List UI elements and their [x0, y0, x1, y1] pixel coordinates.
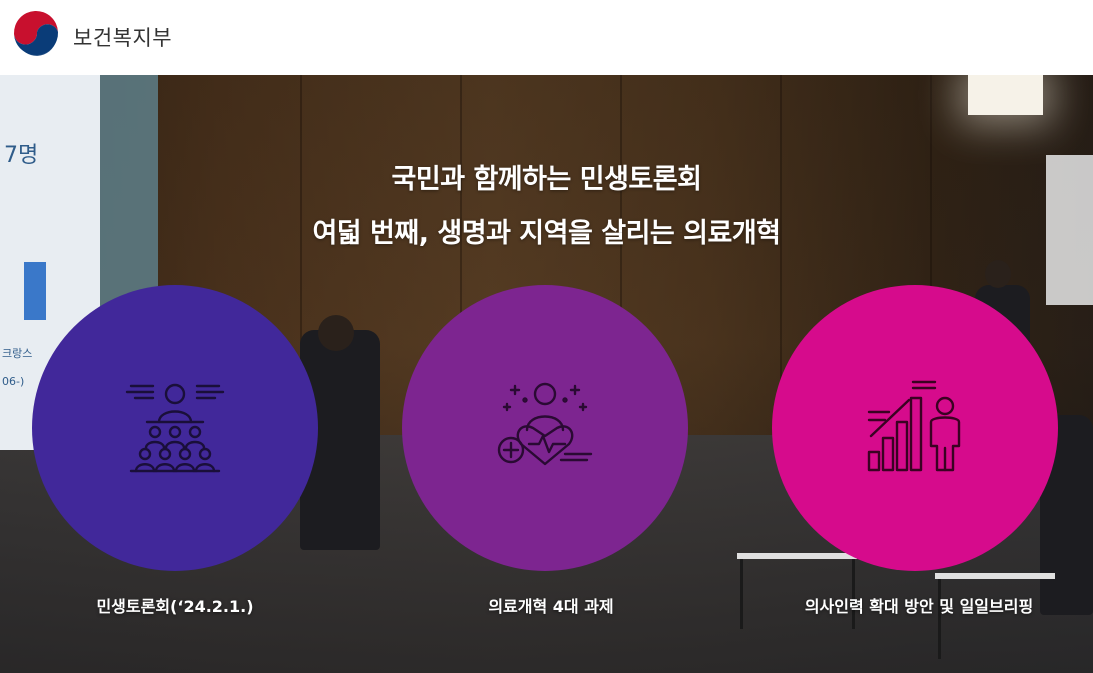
hero-title-line1: 국민과 함께하는 민생토론회 — [391, 164, 702, 195]
card-doctor-workforce-expansion[interactable] — [772, 285, 1058, 571]
growth-chart-person-icon — [867, 380, 961, 472]
desk — [935, 573, 1055, 579]
wall-panel — [930, 75, 932, 435]
hero-title-line2: 여덟 번째, 생명과 지역을 살리는 의료개혁 — [312, 218, 781, 249]
wall-panel — [460, 75, 462, 435]
hero-banner: 7명 크랑스 06-) 국민과 함께하는 민생토론회 여덟 번째, 생명과 지역… — [0, 75, 1093, 673]
org-name[interactable]: 보건복지부 — [73, 26, 173, 50]
desk — [737, 553, 857, 559]
desk-leg — [740, 559, 743, 629]
white-panel — [1046, 155, 1093, 305]
card-label-medical-reform-tasks[interactable]: 의료개혁 4대 과제 — [488, 597, 614, 616]
wall-panel — [620, 75, 622, 435]
screen-bar — [24, 262, 46, 320]
person-head — [318, 315, 354, 351]
government-logo-icon[interactable] — [10, 10, 62, 62]
doctor-health-heart-icon — [497, 382, 593, 466]
wall-panel — [300, 75, 302, 435]
audience-speaker-icon — [125, 383, 225, 473]
card-minsaeng-forum[interactable] — [32, 285, 318, 571]
person-head — [985, 260, 1011, 288]
card-label-doctor-workforce[interactable]: 의사인력 확대 방안 및 일일브리핑 — [804, 597, 1034, 616]
card-medical-reform-tasks[interactable] — [402, 285, 688, 571]
wall-panel — [780, 75, 782, 435]
screen-range-text: 06-) — [2, 375, 25, 388]
screen-label-text: 크랑스 — [2, 347, 33, 360]
card-label-minsaeng-forum[interactable]: 민생토론회(‘24.2.1.) — [96, 597, 254, 616]
desk-leg — [852, 559, 855, 629]
desk-leg — [938, 579, 941, 659]
screen-count-text: 7명 — [4, 143, 39, 168]
site-header: 보건복지부 — [0, 0, 1093, 75]
stage-light — [968, 75, 1043, 115]
